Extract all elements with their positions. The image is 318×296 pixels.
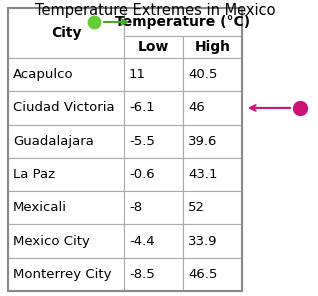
Text: 52: 52 xyxy=(188,201,205,214)
Bar xyxy=(183,224,242,258)
Text: 11: 11 xyxy=(129,68,146,81)
Text: 46: 46 xyxy=(188,102,205,115)
Bar xyxy=(124,91,183,125)
Bar xyxy=(124,158,183,191)
Bar xyxy=(8,91,124,125)
Bar xyxy=(183,58,242,91)
Text: High: High xyxy=(195,40,231,54)
Text: 33.9: 33.9 xyxy=(188,234,218,247)
Bar xyxy=(8,125,124,158)
Text: Mexico City: Mexico City xyxy=(13,234,90,247)
Bar xyxy=(8,158,124,191)
Bar xyxy=(183,125,242,158)
Text: Ciudad Victoria: Ciudad Victoria xyxy=(13,102,114,115)
Text: Low: Low xyxy=(138,40,169,54)
Bar xyxy=(124,8,242,36)
Bar xyxy=(183,91,242,125)
Text: 39.6: 39.6 xyxy=(188,135,218,148)
Bar xyxy=(8,58,124,91)
Bar xyxy=(8,191,124,224)
Text: City: City xyxy=(51,26,81,40)
Text: -5.5: -5.5 xyxy=(129,135,155,148)
Bar xyxy=(124,36,183,58)
Bar xyxy=(124,125,183,158)
Bar xyxy=(124,258,183,291)
Text: Temperature Extremes in Mexico: Temperature Extremes in Mexico xyxy=(35,3,275,18)
Text: 40.5: 40.5 xyxy=(188,68,218,81)
Bar xyxy=(124,191,183,224)
Bar xyxy=(8,224,124,258)
Bar xyxy=(183,258,242,291)
Bar xyxy=(8,8,242,291)
Text: Guadalajara: Guadalajara xyxy=(13,135,94,148)
Text: Temperature (°C): Temperature (°C) xyxy=(115,15,251,29)
Bar xyxy=(124,58,183,91)
Bar xyxy=(8,8,124,58)
Bar xyxy=(124,224,183,258)
Text: -8.5: -8.5 xyxy=(129,268,155,281)
Text: 43.1: 43.1 xyxy=(188,168,218,181)
Bar xyxy=(8,258,124,291)
Text: -6.1: -6.1 xyxy=(129,102,155,115)
Text: Mexicali: Mexicali xyxy=(13,201,67,214)
Text: -4.4: -4.4 xyxy=(129,234,155,247)
Bar xyxy=(183,191,242,224)
Text: La Paz: La Paz xyxy=(13,168,55,181)
Bar xyxy=(183,158,242,191)
Text: 46.5: 46.5 xyxy=(188,268,218,281)
Text: Monterrey City: Monterrey City xyxy=(13,268,112,281)
Text: -0.6: -0.6 xyxy=(129,168,155,181)
Text: -8: -8 xyxy=(129,201,142,214)
Bar xyxy=(183,36,242,58)
Text: Acapulco: Acapulco xyxy=(13,68,74,81)
